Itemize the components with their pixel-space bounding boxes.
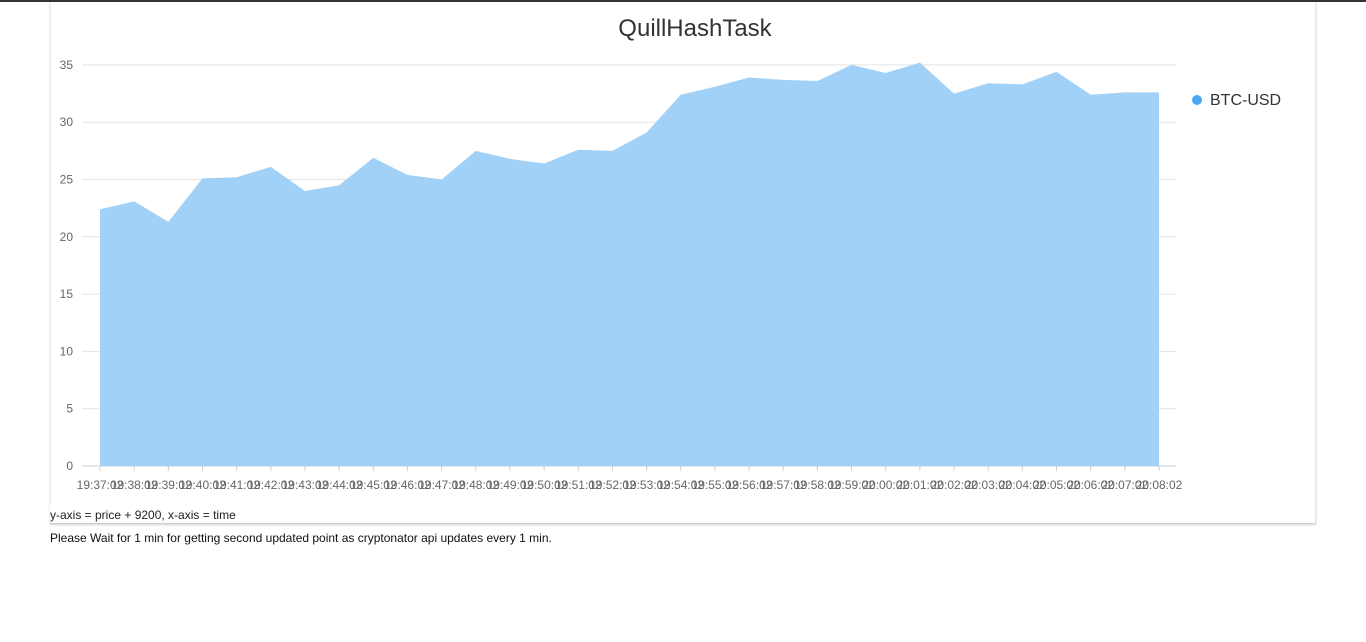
x-tick-label: 20:03:02 [965, 478, 1012, 492]
x-tick-label: 19:46:02 [384, 478, 431, 492]
top-border [0, 0, 1366, 2]
data-point[interactable] [575, 147, 581, 153]
x-tick-label: 19:43:02 [282, 478, 329, 492]
x-tick-label: 20:02:02 [931, 478, 978, 492]
x-tick-label: 19:40:02 [179, 478, 226, 492]
x-tick-label: 19:57:02 [760, 478, 807, 492]
data-point[interactable] [507, 156, 513, 162]
data-point[interactable] [712, 84, 718, 90]
y-tick-label: 25 [60, 173, 74, 187]
y-tick-label: 30 [60, 115, 74, 129]
data-point[interactable] [746, 75, 752, 81]
x-tick-label: 19:41:02 [213, 478, 260, 492]
data-point[interactable] [814, 78, 820, 84]
x-tick-label: 19:51:02 [555, 478, 602, 492]
data-point[interactable] [780, 77, 786, 83]
x-tick-label: 19:42:02 [247, 478, 294, 492]
y-tick-label: 35 [60, 58, 74, 72]
data-point[interactable] [336, 182, 342, 188]
data-point[interactable] [541, 160, 547, 166]
legend-label: BTC-USD [1210, 92, 1281, 109]
update-note: Please Wait for 1 min for getting second… [50, 531, 552, 545]
x-axis-ticks: 19:37:0219:38:0219:39:0219:40:0219:41:02… [77, 466, 1183, 492]
data-point[interactable] [917, 60, 923, 66]
x-tick-label: 20:00:02 [862, 478, 909, 492]
x-tick-label: 19:45:02 [350, 478, 397, 492]
legend-marker-icon [1192, 95, 1202, 105]
x-tick-label: 19:44:02 [316, 478, 363, 492]
legend[interactable]: BTC-USD [1192, 92, 1281, 109]
series-area [100, 62, 1159, 467]
x-tick-label: 20:07:02 [1101, 478, 1148, 492]
x-tick-label: 19:39:02 [145, 478, 192, 492]
y-tick-label: 5 [66, 402, 73, 416]
data-point[interactable] [234, 174, 240, 180]
data-point[interactable] [302, 188, 308, 194]
x-tick-label: 19:48:02 [452, 478, 499, 492]
data-point[interactable] [439, 177, 445, 183]
x-tick-label: 19:52:02 [589, 478, 636, 492]
x-tick-label: 19:55:02 [692, 478, 739, 492]
data-point[interactable] [1019, 81, 1025, 87]
y-tick-label: 20 [60, 230, 74, 244]
x-tick-label: 19:49:02 [487, 478, 534, 492]
x-tick-label: 19:59:02 [828, 478, 875, 492]
data-point[interactable] [951, 91, 957, 97]
data-point[interactable] [199, 175, 205, 181]
axis-caption: y-axis = price + 9200, x-axis = time [50, 508, 236, 522]
data-point[interactable] [404, 172, 410, 178]
y-tick-label: 15 [60, 287, 74, 301]
data-point[interactable] [97, 206, 103, 212]
x-tick-label: 19:38:02 [111, 478, 158, 492]
x-tick-label: 20:01:02 [897, 478, 944, 492]
data-point[interactable] [131, 198, 137, 204]
x-tick-label: 19:58:02 [794, 478, 841, 492]
data-point[interactable] [849, 62, 855, 68]
y-tick-label: 10 [60, 344, 74, 358]
card-left-border [50, 2, 51, 504]
y-axis-ticks: 0 5 10 15 20 25 30 35 [60, 58, 74, 473]
data-point[interactable] [985, 80, 991, 86]
x-tick-label: 20:04:02 [999, 478, 1046, 492]
data-point[interactable] [473, 148, 479, 154]
x-tick-label: 19:50:02 [521, 478, 568, 492]
data-point[interactable] [1122, 89, 1128, 95]
data-point[interactable] [1088, 92, 1094, 98]
data-point[interactable] [883, 70, 889, 76]
x-tick-label: 19:54:02 [657, 478, 704, 492]
x-tick-label: 19:53:02 [623, 478, 670, 492]
x-tick-label: 20:06:02 [1067, 478, 1114, 492]
data-point[interactable] [609, 148, 615, 154]
data-point[interactable] [165, 219, 171, 225]
x-tick-label: 19:37:02 [77, 478, 124, 492]
data-point[interactable] [1156, 89, 1162, 95]
data-point[interactable] [678, 92, 684, 98]
chart-title: QuillHashTask [618, 15, 772, 42]
x-tick-label: 20:05:02 [1033, 478, 1080, 492]
series-area-layer [97, 60, 1162, 467]
data-point[interactable] [370, 155, 376, 161]
data-point[interactable] [268, 164, 274, 170]
data-point[interactable] [644, 130, 650, 136]
x-tick-label: 20:08:02 [1136, 478, 1183, 492]
x-tick-label: 19:56:02 [726, 478, 773, 492]
x-tick-label: 19:47:02 [418, 478, 465, 492]
data-point[interactable] [1054, 69, 1060, 75]
y-tick-label: 0 [66, 459, 73, 473]
